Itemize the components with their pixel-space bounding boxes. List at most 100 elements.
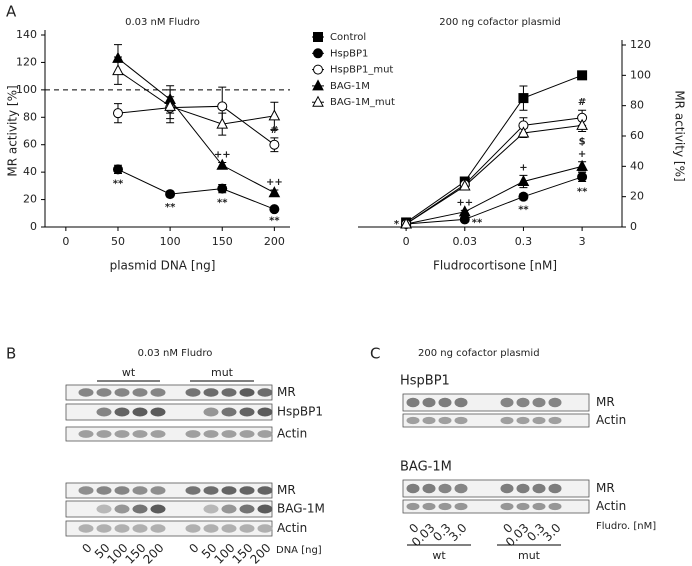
- marker: [577, 171, 588, 182]
- annotation: **: [113, 179, 124, 190]
- blot-band: [239, 524, 255, 533]
- y-tick-label: 100: [16, 83, 37, 96]
- annotation: **: [269, 216, 280, 227]
- series-line: [405, 124, 583, 225]
- y-tick-label: 0: [630, 220, 637, 233]
- row-label: MR: [596, 395, 615, 409]
- row-label: Actin: [596, 413, 626, 427]
- y-tick-label: 120: [16, 55, 37, 68]
- blot-band: [185, 430, 201, 438]
- blot-band: [150, 430, 166, 438]
- x-tick-label: 0: [62, 235, 69, 248]
- blot-band: [132, 524, 148, 533]
- annotation: **: [518, 205, 529, 216]
- annotation: **: [472, 217, 483, 228]
- marker: [112, 51, 124, 63]
- marker: [400, 217, 412, 229]
- y-tick-label: 140: [16, 28, 37, 41]
- x-tick-label: 100: [160, 235, 181, 248]
- blot-band: [150, 524, 166, 533]
- y-tick-label: 40: [630, 159, 644, 172]
- y-axis-label: MR activity [%]: [6, 85, 20, 176]
- x-axis-label: Fludrocortisone [nM]: [433, 259, 557, 273]
- blot-band: [548, 397, 562, 408]
- legend-label: BAG-1M_mut: [330, 97, 395, 108]
- marker: [518, 93, 529, 104]
- marker: [517, 126, 530, 138]
- blot-band: [438, 502, 452, 511]
- legend-label: HspBP1_mut: [330, 65, 393, 76]
- marker: [112, 108, 123, 119]
- lane-label: 0: [79, 541, 94, 556]
- blot-strip: [402, 413, 590, 428]
- row-label: Actin: [277, 521, 307, 535]
- y-tick-label: 20: [23, 193, 37, 206]
- marker: [112, 164, 123, 175]
- blot-band: [438, 397, 452, 408]
- blot-band: [114, 486, 130, 495]
- marker: [217, 101, 228, 112]
- lane-axis-label: DNA [ng]: [276, 545, 322, 556]
- blot-band: [257, 407, 273, 417]
- blot-band: [221, 430, 237, 438]
- panel-title: 0.03 nM Fludro: [138, 348, 213, 359]
- blot-band: [500, 502, 514, 511]
- blot-band: [532, 416, 546, 425]
- blot-band: [185, 486, 201, 495]
- blot-band: [221, 524, 237, 533]
- chart-title: 200 ng cofactor plasmid: [439, 17, 561, 28]
- x-tick-label: 0.3: [515, 235, 533, 248]
- marker: [313, 48, 323, 59]
- blot-band: [221, 388, 237, 397]
- blot-band: [203, 388, 219, 397]
- x-tick-label: 0.03: [453, 235, 478, 248]
- series-line: [406, 176, 583, 225]
- y-tick-label: 80: [630, 99, 644, 112]
- blot-band: [150, 407, 166, 417]
- x-tick-label: 200: [264, 235, 285, 248]
- marker: [576, 159, 588, 171]
- row-label: MR: [596, 481, 615, 495]
- blot-band: [221, 486, 237, 495]
- marker: [458, 179, 471, 191]
- blot-band: [150, 486, 166, 495]
- panel-label: C: [370, 345, 380, 363]
- lane-label: 0: [186, 541, 201, 556]
- marker: [164, 99, 176, 111]
- blot-strip: [402, 393, 590, 412]
- marker: [268, 186, 281, 198]
- lane-label: 3.0: [446, 521, 469, 544]
- blot-band: [406, 397, 420, 408]
- x-tick-label: 0: [403, 235, 410, 248]
- lane-label: 200: [247, 541, 273, 566]
- blot-band: [532, 502, 546, 511]
- annotation: **: [577, 187, 588, 198]
- blot-band: [185, 388, 201, 397]
- y-tick-label: 40: [23, 165, 37, 178]
- marker: [312, 95, 324, 107]
- blot-band: [239, 388, 255, 397]
- series-line: [405, 117, 583, 225]
- series-line: [117, 70, 275, 125]
- blot-band: [114, 407, 130, 417]
- blot-band: [516, 416, 530, 425]
- y-tick-label: 80: [23, 110, 37, 123]
- blot-band: [150, 504, 166, 514]
- blot-band: [114, 430, 130, 438]
- marker: [216, 158, 229, 170]
- marker: [112, 64, 124, 76]
- marker: [216, 117, 229, 129]
- blot-band: [422, 483, 436, 494]
- x-tick-label: 50: [111, 235, 125, 248]
- blot-band: [548, 483, 562, 494]
- panel-label: B: [6, 345, 16, 363]
- blot-band: [132, 430, 148, 438]
- chart-title: 0.03 nM Fludro: [125, 17, 200, 28]
- blot-band: [239, 407, 255, 417]
- blot-band: [500, 416, 514, 425]
- blot-title: HspBP1: [400, 374, 450, 389]
- blot-band: [96, 388, 112, 397]
- panel-label: A: [6, 3, 17, 21]
- blot-title: BAG-1M: [400, 460, 452, 475]
